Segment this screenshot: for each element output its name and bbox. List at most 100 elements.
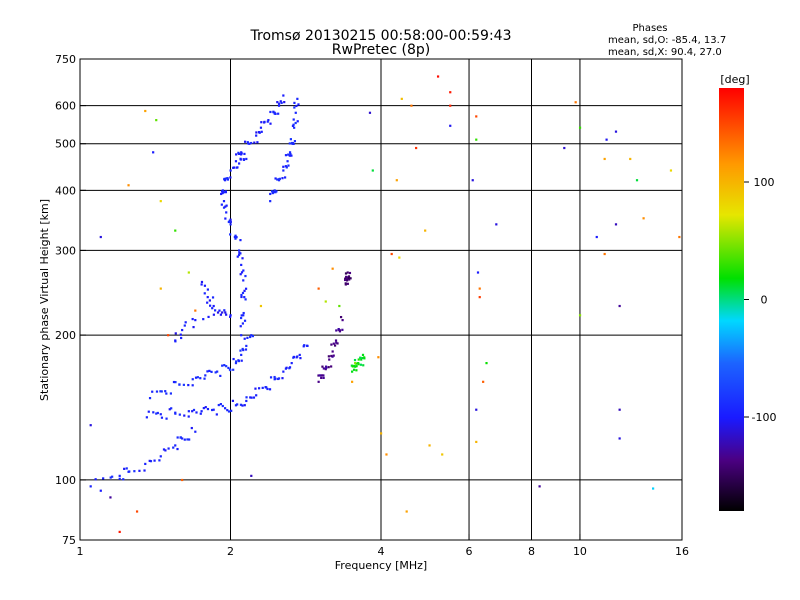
echo-point	[343, 278, 347, 282]
echo-point	[176, 447, 179, 451]
echo-point	[149, 460, 153, 463]
echo-point	[159, 390, 162, 393]
echo-point	[251, 334, 255, 338]
echo-point	[241, 291, 245, 295]
echo-point	[243, 289, 246, 292]
x-axis-label: Frequency [MHz]	[335, 559, 427, 572]
echo-point	[333, 344, 337, 347]
y-tick-label: 500	[55, 138, 76, 151]
echo-point	[678, 235, 681, 239]
echo-point	[211, 408, 214, 412]
echo-point	[209, 304, 212, 307]
echo-point	[133, 470, 136, 473]
x-tick-label: 10	[573, 545, 587, 558]
echo-point	[225, 313, 228, 316]
echo-point	[361, 356, 364, 360]
echo-point	[118, 477, 121, 480]
echo-point	[286, 160, 289, 163]
echo-point	[280, 101, 283, 104]
echo-point	[234, 404, 238, 407]
echo-point	[218, 309, 221, 312]
echo-point	[207, 315, 210, 319]
echo-point	[249, 335, 252, 339]
echo-point	[279, 100, 282, 103]
echo-point	[242, 314, 245, 317]
echo-point	[346, 282, 349, 285]
echo-point	[270, 190, 274, 193]
echo-point	[240, 263, 243, 267]
phase-info-o-mode: mean, sd,O: -85.4, 13.7	[608, 35, 726, 46]
echo-point	[351, 380, 354, 383]
echo-point	[538, 485, 541, 488]
echo-point	[245, 344, 248, 348]
echo-point	[235, 153, 238, 156]
echo-point	[267, 119, 270, 122]
echo-point	[277, 102, 281, 105]
echo-point	[227, 410, 231, 413]
y-tick-label: 300	[55, 244, 76, 257]
echo-point	[284, 154, 288, 157]
echo-point	[368, 111, 372, 114]
echo-point	[237, 253, 241, 257]
echo-point	[164, 390, 167, 393]
echo-point	[605, 138, 608, 141]
y-tick-label: 75	[62, 534, 76, 547]
echo-point	[135, 510, 139, 513]
echo-point	[347, 276, 351, 279]
echo-point	[226, 178, 230, 181]
echo-point	[288, 142, 291, 145]
echo-point	[398, 256, 401, 259]
echo-point	[335, 341, 338, 344]
echo-point	[224, 311, 227, 314]
echo-point	[174, 339, 177, 342]
echo-point	[183, 414, 186, 417]
x-tick-label: 4	[378, 545, 385, 558]
echo-point	[147, 410, 150, 413]
echo-point	[244, 298, 247, 301]
echo-point	[187, 410, 190, 413]
echo-point	[240, 353, 243, 357]
echo-point	[618, 408, 621, 411]
echo-point	[206, 370, 209, 373]
echo-point	[361, 353, 365, 357]
echo-point	[273, 189, 276, 192]
echo-point	[278, 177, 282, 180]
echo-point	[214, 371, 217, 374]
colorbar-tick-label: 100	[754, 176, 775, 189]
echo-point	[257, 387, 261, 390]
echo-point	[332, 354, 335, 357]
echo-point	[232, 357, 235, 361]
echo-point	[359, 356, 362, 359]
echo-point	[191, 410, 194, 413]
echo-point	[327, 355, 330, 358]
echo-point	[176, 436, 179, 439]
echo-point	[324, 365, 328, 368]
echo-point	[179, 333, 182, 336]
echo-point	[274, 177, 277, 180]
echo-point	[303, 344, 306, 347]
echo-point	[172, 380, 176, 384]
echo-point	[159, 413, 162, 416]
echo-point	[234, 237, 237, 240]
echo-point	[246, 142, 250, 145]
echo-point	[231, 399, 235, 402]
echo-point	[322, 367, 325, 370]
echo-point	[242, 269, 245, 272]
echo-point	[377, 356, 380, 359]
echo-point	[476, 271, 480, 274]
echo-point	[478, 296, 481, 299]
echo-point	[341, 328, 344, 331]
echo-point	[363, 357, 366, 360]
echo-point	[224, 407, 227, 410]
echo-point	[318, 374, 321, 377]
echo-point	[223, 309, 226, 312]
echo-point	[351, 370, 354, 373]
echo-point	[226, 409, 229, 412]
echo-point	[428, 444, 431, 447]
echo-point	[410, 104, 413, 107]
echo-point	[317, 374, 320, 377]
echo-point	[241, 347, 244, 351]
echo-point	[291, 141, 294, 145]
echo-point	[245, 399, 248, 403]
echo-point	[276, 101, 279, 104]
